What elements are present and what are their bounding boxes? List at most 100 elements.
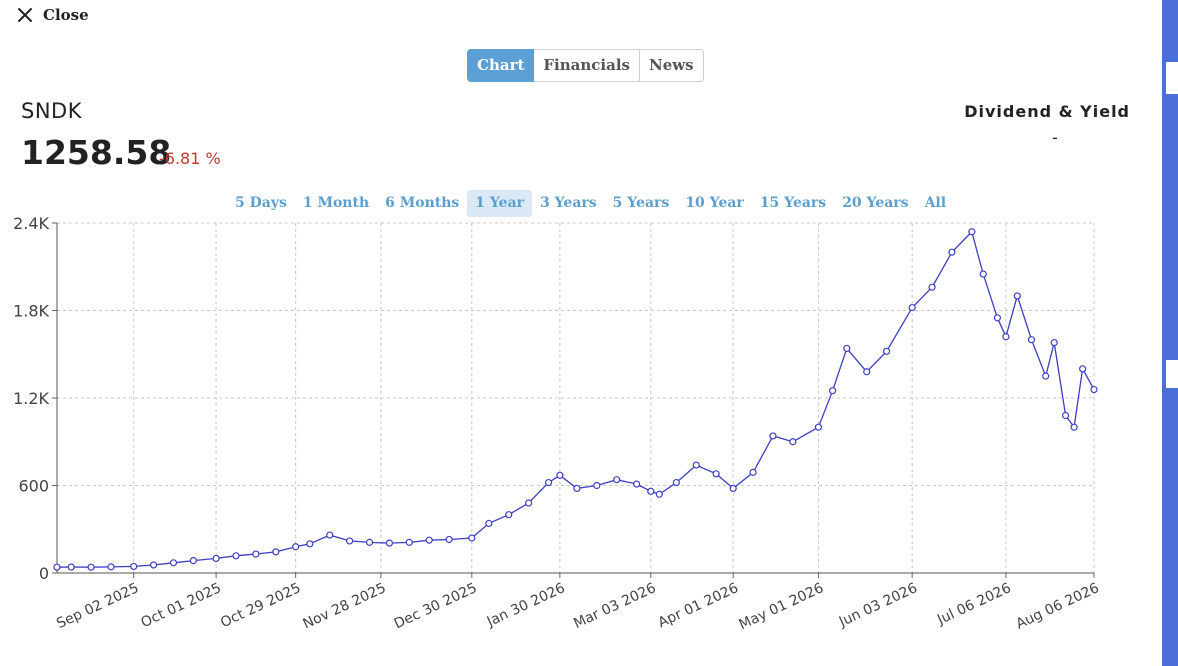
range-5-years[interactable]: 5 Years xyxy=(612,195,670,211)
x-tick-label: Dec 30 2025 xyxy=(392,580,480,632)
data-point xyxy=(252,550,260,558)
range-all[interactable]: All xyxy=(924,195,947,211)
ticker-symbol: SNDK xyxy=(21,99,82,123)
data-point xyxy=(692,461,700,469)
data-point xyxy=(729,484,737,493)
y-tick-label: 1.2K xyxy=(13,389,49,408)
background-fragment xyxy=(1166,62,1178,94)
data-point xyxy=(468,534,476,542)
y-tick-label: 1.8K xyxy=(13,302,49,321)
data-point xyxy=(365,538,374,546)
data-point xyxy=(632,480,641,488)
data-point xyxy=(829,387,837,395)
data-point xyxy=(789,438,797,446)
close-icon xyxy=(18,8,32,22)
data-point xyxy=(149,561,158,569)
tab-news[interactable]: News xyxy=(639,49,704,82)
data-point xyxy=(346,537,354,545)
x-tick-label: Jul 06 2026 xyxy=(934,580,1014,628)
x-tick-label: Oct 01 2025 xyxy=(139,580,224,631)
data-point xyxy=(169,559,178,567)
data-point xyxy=(505,511,513,519)
background-page-edge xyxy=(1162,0,1178,666)
data-point xyxy=(655,490,663,498)
close-label: Close xyxy=(43,6,89,24)
view-tabs: Chart Financials News xyxy=(467,49,704,82)
data-point xyxy=(87,563,95,571)
x-tick-label: Oct 29 2025 xyxy=(218,580,303,631)
data-point xyxy=(445,535,453,544)
range-10-year[interactable]: 10 Year xyxy=(685,195,744,211)
range-1-month[interactable]: 1 Month xyxy=(302,195,370,211)
background-fragment xyxy=(1166,360,1178,388)
data-point xyxy=(385,539,394,547)
dividend-yield-value: - xyxy=(1052,128,1058,147)
range-3-years[interactable]: 3 Years xyxy=(540,195,597,211)
range-6-months[interactable]: 6 Months xyxy=(385,195,460,211)
data-point xyxy=(948,248,956,256)
data-point xyxy=(425,536,433,544)
data-point xyxy=(130,562,138,571)
data-point xyxy=(326,531,334,539)
data-point xyxy=(843,344,851,353)
y-tick-label: 600 xyxy=(18,477,49,496)
x-tick-label: Sep 02 2025 xyxy=(54,580,141,632)
current-price: 1258.58 xyxy=(21,133,172,172)
data-point xyxy=(212,554,220,563)
data-point xyxy=(882,347,891,355)
data-point xyxy=(1061,411,1070,420)
range-selector: 5 Days 1 Month 6 Months 1 Year 3 Years 5… xyxy=(227,190,954,217)
data-point xyxy=(405,538,413,546)
price-change: -6.81 % xyxy=(159,149,221,168)
data-point xyxy=(993,314,1002,322)
data-point xyxy=(928,283,936,291)
data-point xyxy=(1050,338,1058,347)
range-20-years[interactable]: 20 Years xyxy=(842,195,909,211)
data-point xyxy=(1027,336,1036,344)
data-point xyxy=(292,543,300,551)
data-point xyxy=(968,228,976,236)
x-tick-label: Jan 30 2026 xyxy=(484,580,568,630)
data-point xyxy=(1070,423,1078,431)
data-point xyxy=(573,484,581,493)
x-tick-label: Mar 03 2026 xyxy=(571,580,658,632)
data-point xyxy=(979,270,987,278)
data-point xyxy=(556,471,564,479)
price-line xyxy=(56,230,1095,568)
data-point xyxy=(1042,372,1050,380)
x-tick-label: May 01 2026 xyxy=(737,580,827,633)
range-5-days[interactable]: 5 Days xyxy=(235,195,287,211)
tab-chart[interactable]: Chart xyxy=(467,49,535,82)
data-point xyxy=(67,563,75,571)
data-point xyxy=(232,552,240,560)
data-point xyxy=(672,478,680,487)
range-1-year[interactable]: 1 Year xyxy=(467,190,533,217)
y-tick-label: 0 xyxy=(39,564,49,583)
dividend-yield-label: Dividend & Yield xyxy=(964,102,1130,121)
x-tick-label: Jun 03 2026 xyxy=(836,580,920,631)
data-point xyxy=(306,540,314,548)
data-point xyxy=(1013,292,1021,300)
tab-financials[interactable]: Financials xyxy=(534,49,640,82)
data-point xyxy=(749,468,757,476)
data-point xyxy=(647,487,655,495)
data-point xyxy=(613,476,621,484)
data-point xyxy=(712,470,720,478)
y-tick-label: 2.4K xyxy=(13,215,49,233)
data-point xyxy=(814,423,823,431)
close-button[interactable]: Close xyxy=(16,6,89,24)
data-point xyxy=(189,557,197,565)
data-point xyxy=(272,548,280,556)
x-tick-label: Aug 06 2026 xyxy=(1014,580,1102,632)
data-point xyxy=(908,303,916,312)
data-point xyxy=(1079,365,1087,373)
data-point xyxy=(107,563,115,571)
data-point xyxy=(525,499,533,507)
data-point xyxy=(769,432,777,440)
x-tick-label: Nov 28 2025 xyxy=(301,580,389,632)
data-point xyxy=(485,519,493,528)
range-15-years[interactable]: 15 Years xyxy=(759,195,827,211)
data-point xyxy=(593,481,601,490)
